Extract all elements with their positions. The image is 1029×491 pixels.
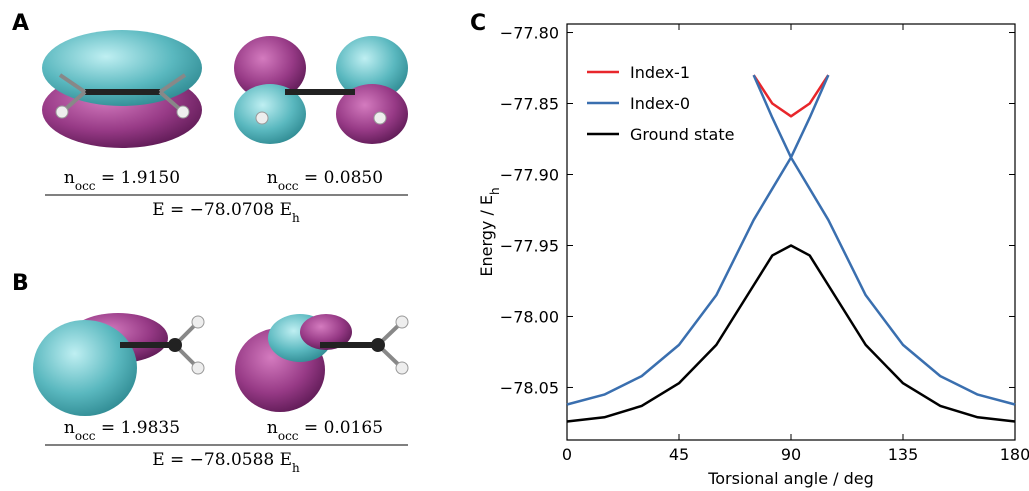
series-line [752,74,830,118]
series-line [566,74,1016,406]
occupation-label-part: n [64,168,75,188]
occupation-label: nocc = 1.9835 [64,418,180,443]
occupation-label-part: occ [278,429,299,443]
y-axis-label-part: Energy / E [477,195,496,277]
x-tick-label: 180 [1000,445,1029,464]
orbital-image [42,30,202,148]
x-tick-label: 135 [888,445,919,464]
y-axis-label: Energy / Eh [477,187,502,276]
occupation-label-part: = 1.9835 [96,418,181,438]
energy-label: E = −78.0708 Eh [152,200,300,225]
occupation-label-part: n [64,418,75,438]
x-tick-label: 90 [781,445,801,464]
occupation-label: nocc = 0.0850 [267,168,383,193]
orbital-image [235,314,409,412]
energy-label-part: = −78.0588 E [165,450,292,470]
panel-label: B [12,271,29,296]
occupation-label: nocc = 0.0165 [267,418,383,443]
x-tick-label: 0 [562,445,572,464]
legend-label: Index-0 [630,94,690,113]
series-line [566,244,1016,423]
orbital-image [234,36,408,144]
occupation-label-part: = 0.0850 [299,168,384,188]
energy-label-part: h [292,461,300,475]
occupation-label-part: occ [75,179,96,193]
energy-label-part: = −78.0708 E [165,200,292,220]
occupation-label-part: = 0.0165 [299,418,384,438]
panel-label: A [12,11,29,36]
energy-label-part: E [152,450,164,470]
orbital-image [33,313,205,416]
energy-label: E = −78.0588 Eh [152,450,300,475]
y-tick-label: −77.80 [500,24,559,43]
panel-label: C [470,11,486,36]
y-tick-label: −77.90 [500,165,559,184]
energy-label-part: h [292,211,300,225]
legend-label: Index-1 [630,63,690,82]
occupation-label-part: n [267,168,278,188]
occupation-label-part: occ [75,429,96,443]
occupation-label-part: occ [278,179,299,193]
occupation-label-part: n [267,418,278,438]
legend-label: Ground state [630,125,734,144]
plot-frame [566,23,1016,441]
y-tick-label: −77.95 [500,236,559,255]
occupation-label-part: = 1.9150 [96,168,181,188]
y-tick-label: −78.05 [500,378,559,397]
x-tick-label: 45 [669,445,689,464]
y-axis-label-part: h [488,187,502,195]
y-tick-label: −78.00 [500,307,559,326]
energy-label-part: E [152,200,164,220]
y-tick-label: −77.85 [500,95,559,114]
x-axis-label: Torsional angle / deg [707,469,874,488]
occupation-label: nocc = 1.9150 [64,168,180,193]
